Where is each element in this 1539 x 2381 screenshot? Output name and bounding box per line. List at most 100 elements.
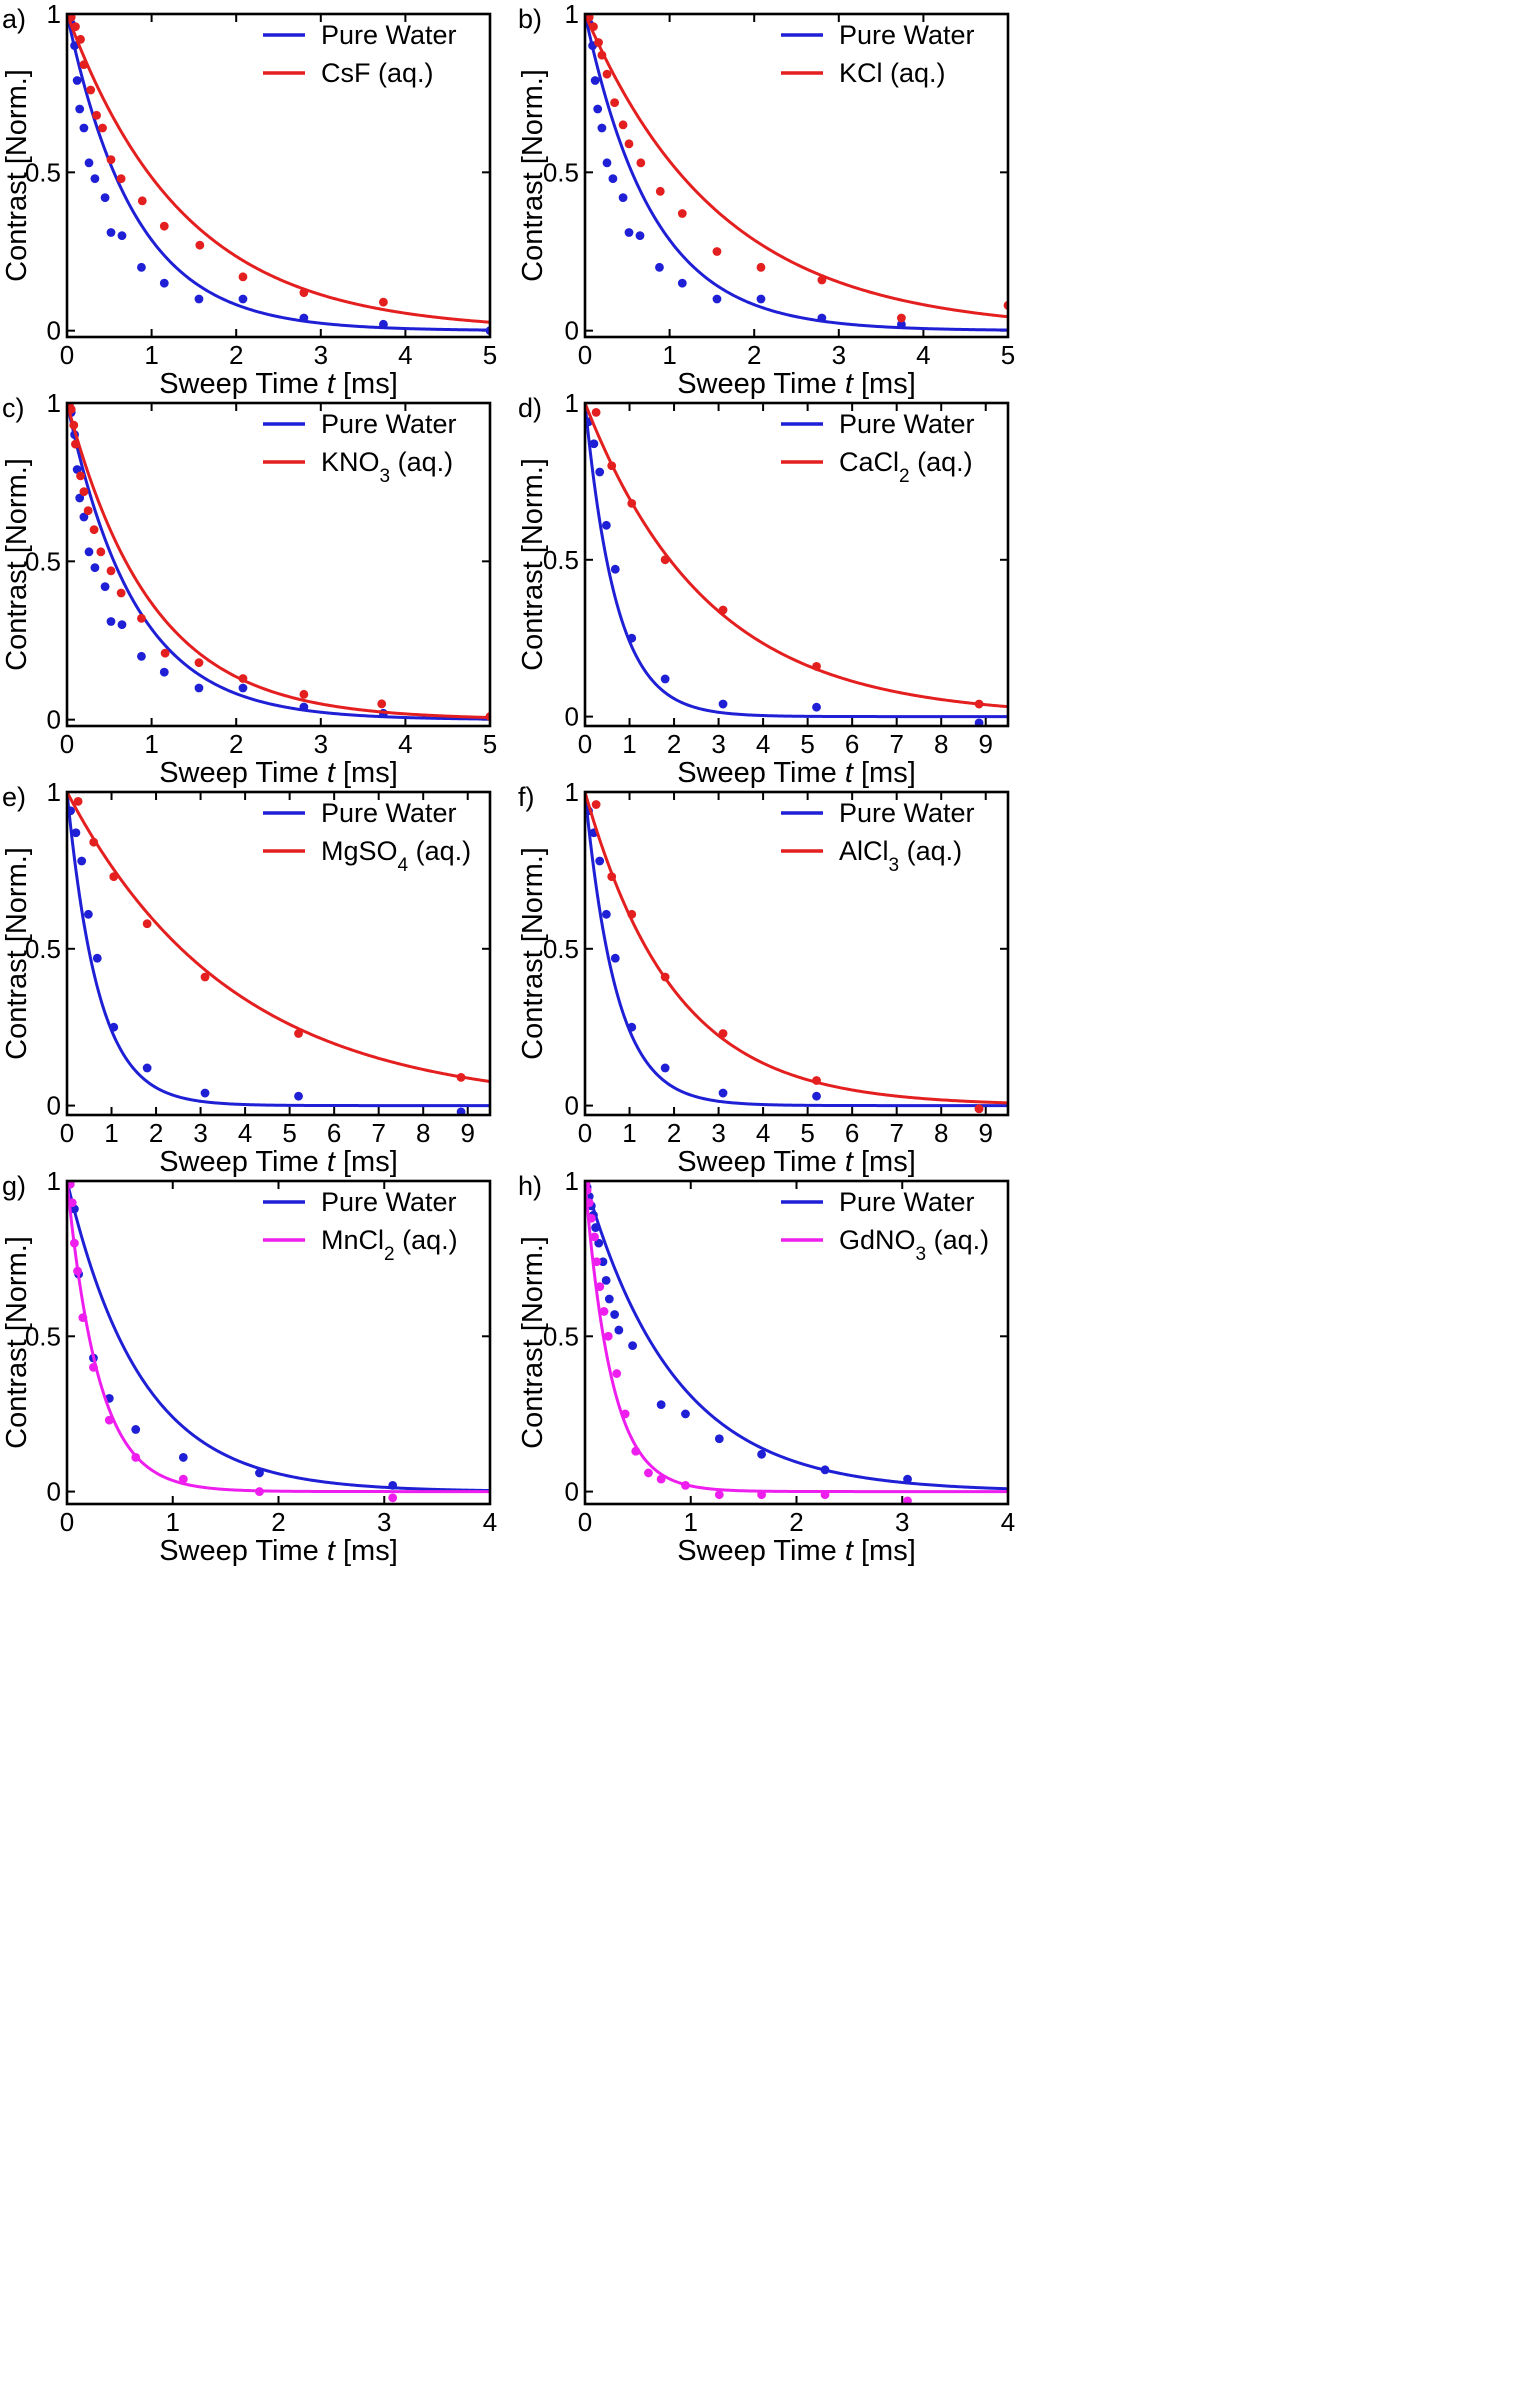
data-point-blue [598,1257,608,1267]
plot-frame [583,401,1010,728]
data-point-blue [590,76,600,85]
x-tick-label: 3 [314,340,328,370]
x-tick-label: 1 [144,729,158,759]
legend-label: CaCl2 (aq.) [839,447,973,487]
y-tick-label: 0 [47,1091,61,1121]
x-tick-label: 4 [398,729,412,759]
data-point-blue [109,1022,119,1032]
y-axis-title: Contrast [Norm.] [517,69,549,282]
data-point-red [106,155,116,165]
y-tick-label: 0.5 [25,157,61,187]
data-point-magenta [78,1313,88,1323]
data-point-magenta [586,1213,596,1223]
data-point-red [98,123,107,133]
data-point-red [142,919,152,929]
legend-label: MgSO4 (aq.) [321,836,471,876]
data-point-red [602,69,612,79]
plot-area [67,403,490,721]
data-point-magenta [644,1468,653,1478]
y-tick-label: 1 [47,388,61,418]
data-point-blue [656,1400,666,1410]
data-point-red [96,547,106,557]
x-tick-label: 9 [979,729,993,759]
data-point-red [607,461,617,471]
data-point-red [712,247,722,256]
panel-label: c) [2,393,25,423]
fit-line-blue [67,403,490,721]
data-point-magenta [599,1307,609,1316]
x-axis-title: Sweep Time t [ms] [159,1146,398,1178]
x-tick-label: 6 [327,1118,341,1148]
x-tick-label: 1 [144,340,158,370]
data-point-red [589,22,598,32]
data-point-red [238,272,248,282]
data-point-blue [655,262,664,272]
data-point-magenta [714,1490,724,1500]
x-tick-label: 3 [314,729,328,759]
data-point-blue [142,1063,152,1073]
x-tick-label: 0 [578,729,592,759]
data-point-blue [681,1409,690,1419]
data-point-blue [90,174,100,184]
data-point-red [636,158,646,168]
legend-label: AlCl3 (aq.) [839,836,962,876]
y-tick-label: 1 [565,777,579,807]
data-point-red [76,34,85,44]
fit-line-blue [67,792,490,1108]
data-point-magenta [585,1198,594,1208]
data-point-red [160,648,170,658]
x-tick-label: 9 [461,1118,475,1148]
data-point-red [974,1104,984,1114]
data-point-blue [757,1449,767,1459]
data-point-red [71,22,80,32]
data-point-red [812,662,821,671]
legend-label: Pure Water [321,798,457,828]
x-tick-label: 0 [60,340,74,370]
x-tick-label: 3 [895,1507,909,1537]
data-point-blue [594,1238,604,1248]
data-point-red [718,1029,728,1038]
data-point-blue [117,231,127,241]
x-tick-label: 6 [845,1118,859,1148]
x-tick-label: 3 [711,729,725,759]
legend-label: Pure Water [321,1187,457,1217]
plot-frame [583,1179,1010,1506]
data-point-magenta [73,1266,82,1276]
data-point-blue [817,313,827,323]
data-point-red [79,487,89,497]
x-tick-label: 8 [934,1118,948,1148]
x-tick-label: 7 [371,1118,385,1148]
y-tick-label: 0 [565,702,579,732]
data-point-red [897,313,906,323]
legend-label: Pure Water [839,798,975,828]
x-tick-label: 4 [916,340,930,370]
data-point-blue [456,1107,466,1115]
data-point-blue [627,1022,637,1032]
data-point-blue [628,1341,637,1351]
data-point-blue [67,806,75,816]
data-point-blue [627,633,637,643]
plot-frame [65,790,492,1117]
x-tick-label: 0 [578,340,592,370]
data-point-blue [624,228,634,237]
data-point-magenta [757,1490,767,1500]
x-tick-label: 4 [756,729,770,759]
data-point-red [660,555,670,565]
data-point-blue [660,1063,670,1073]
data-point-blue [106,228,116,237]
data-point-magenta [656,1474,666,1484]
data-point-blue [137,651,146,661]
panel-label: f) [518,782,535,812]
data-point-red [67,404,76,414]
panel-b: b) 0 1 2 3 4 5 0 0.5 1 Pure Water KCl (aq.) Sweep Ti… [517,0,1015,400]
legend-label: Pure Water [839,20,975,50]
data-point-blue [92,953,102,963]
fit-line-red [585,14,1008,319]
y-tick-label: 0 [47,1477,61,1507]
data-point-blue [72,76,82,85]
data-point-blue [660,674,670,684]
data-point-blue [79,512,89,522]
x-axis-title: Sweep Time t [ms] [677,1535,916,1567]
x-tick-label: 5 [800,729,814,759]
